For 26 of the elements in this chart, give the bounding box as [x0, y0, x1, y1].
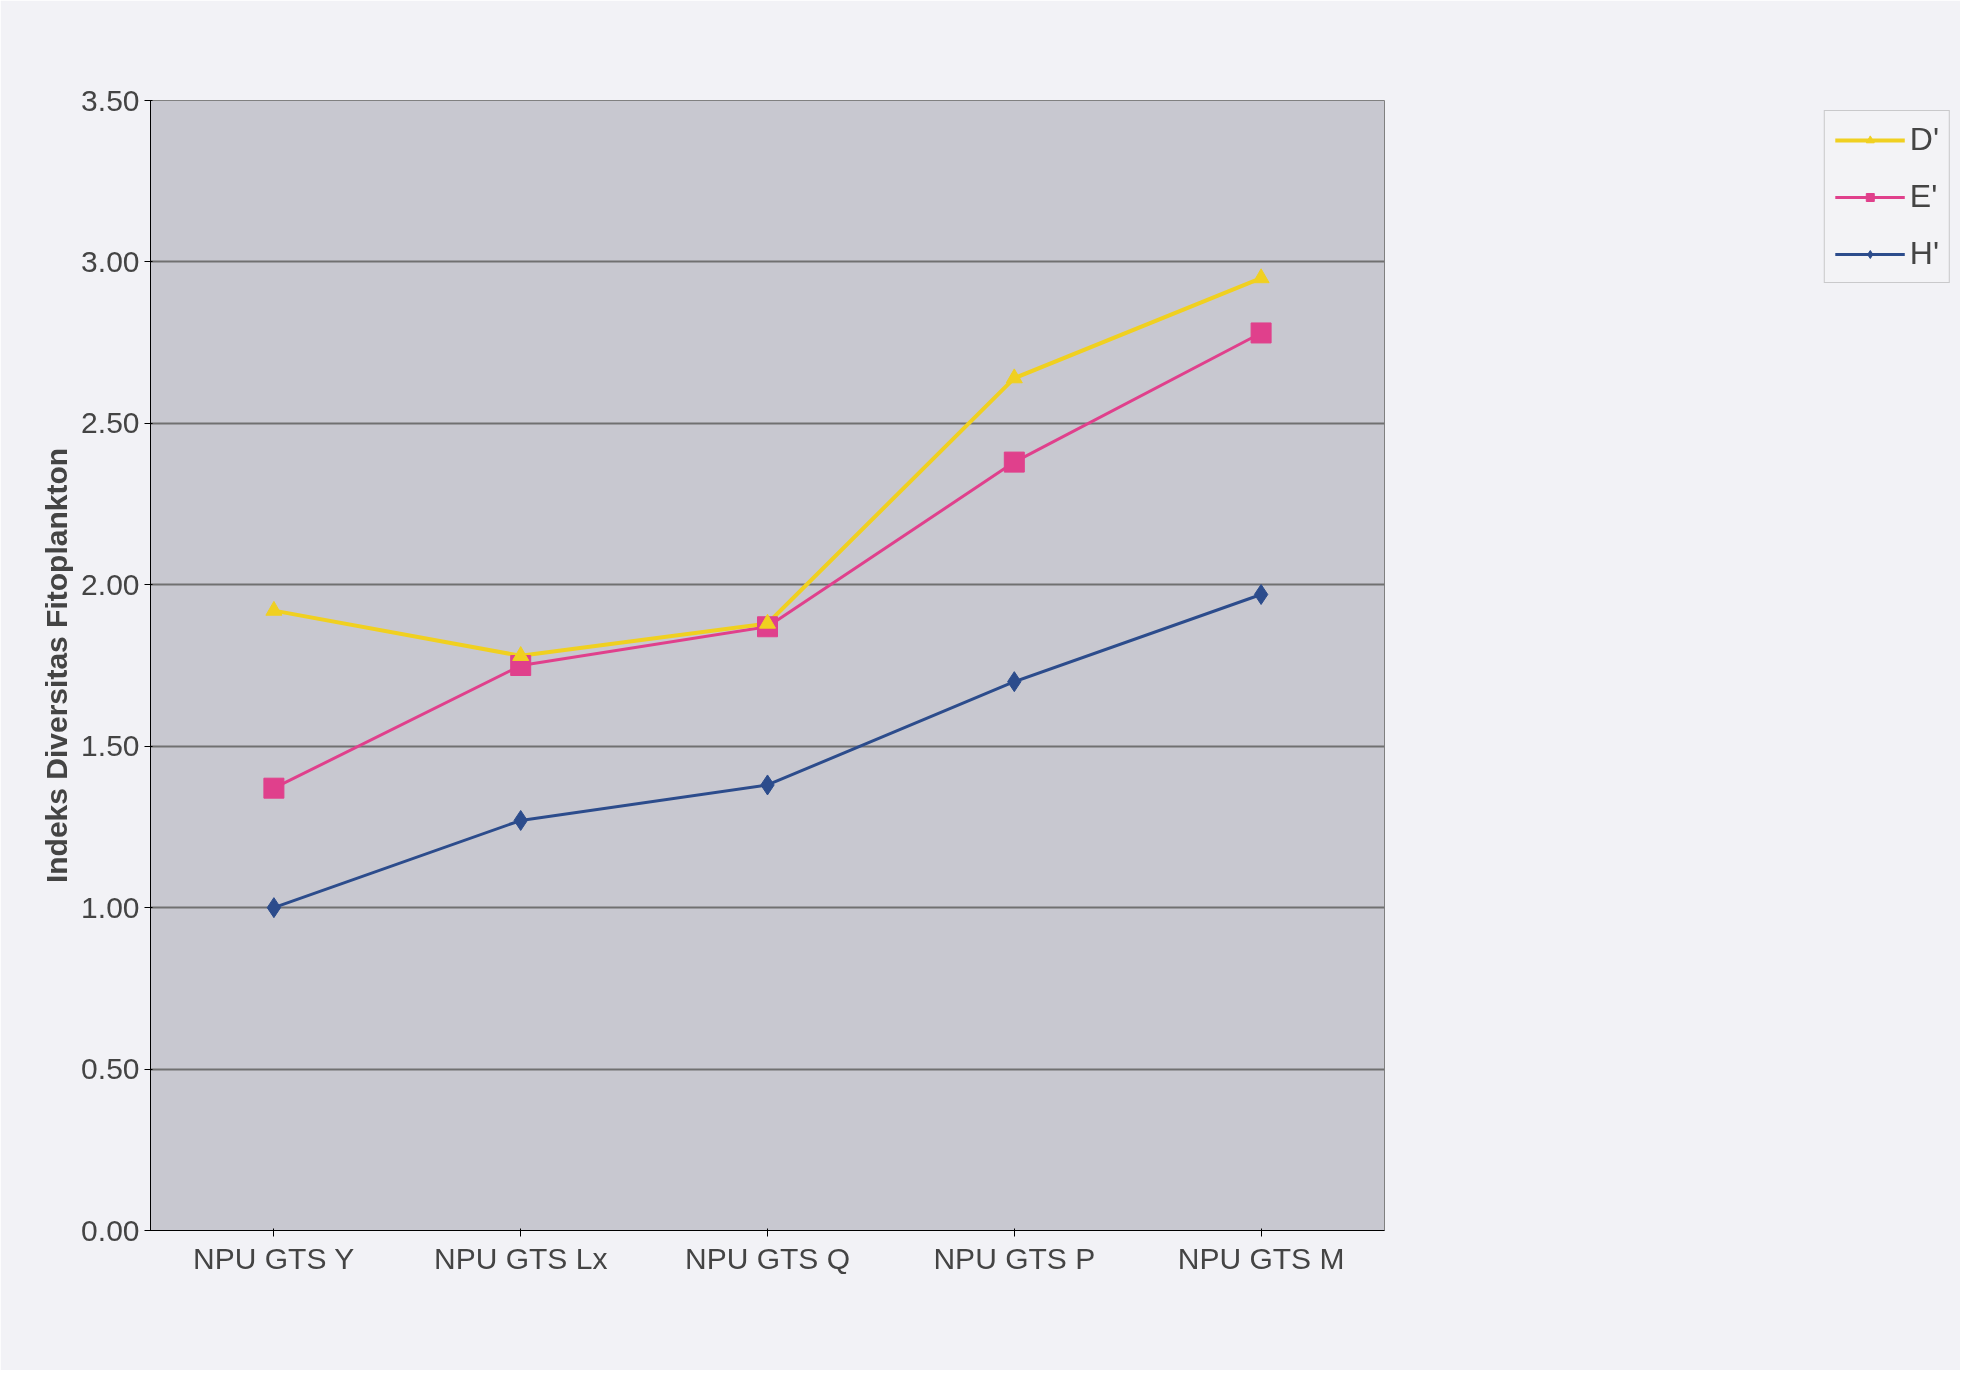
y-tick-label: 0.00: [81, 1213, 140, 1247]
legend-label: H': [1909, 235, 1939, 272]
y-tick-label: 3.00: [81, 244, 140, 278]
point: [263, 777, 285, 799]
y-tick-label: 1.50: [81, 729, 140, 763]
y-axis-title: Indeks Diversitas Fitoplankton: [40, 447, 74, 884]
point: [1250, 322, 1272, 344]
x-tick-label: NPU GTS Lx: [434, 1241, 608, 1275]
point: [266, 897, 282, 919]
point: [1253, 583, 1269, 605]
y-tick-label: 3.50: [81, 83, 140, 117]
y-tick-label: 1.00: [81, 890, 140, 924]
y-tick-label: 2.00: [81, 567, 140, 601]
x-tick-label: NPU GTS M: [1177, 1241, 1345, 1275]
x-tick-label: NPU GTS Q: [684, 1241, 851, 1275]
point: [1252, 268, 1270, 284]
y-tick-label: 0.50: [81, 1052, 140, 1086]
point: [265, 600, 283, 616]
legend-label: E': [1909, 178, 1938, 215]
legend-label: D': [1909, 121, 1939, 158]
point: [512, 646, 530, 661]
x-tick-label: NPU GTS P: [933, 1241, 1096, 1275]
point: [1003, 451, 1025, 473]
point: [1005, 368, 1023, 384]
y-tick-label: 2.50: [81, 406, 140, 440]
x-tick-label: NPU GTS Y: [193, 1241, 355, 1275]
